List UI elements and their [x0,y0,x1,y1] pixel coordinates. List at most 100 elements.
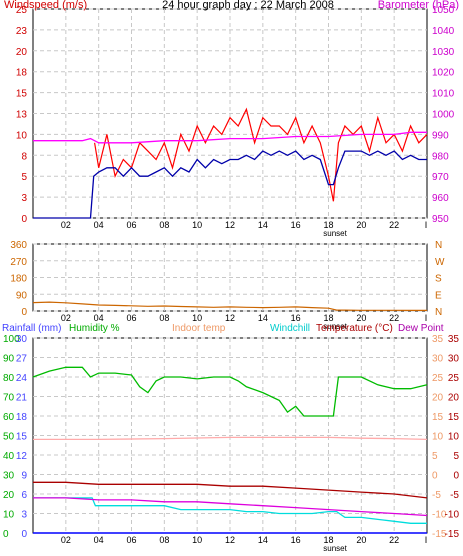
rainfall-tick-label: 0 [21,529,27,540]
temp-tick-label-outer: 25 [448,373,460,384]
humidity-tick-label: 0 [3,529,9,540]
temp-tick-label: 20 [432,393,444,404]
y2-tick-label: 1010 [432,89,455,100]
temp-tick-label-outer: 20 [448,393,460,404]
temp-tick-label: 5 [432,451,438,462]
temp-tick-label: 25 [432,373,444,384]
x-tick-end: I [425,220,428,230]
x-tick-label: 10 [192,535,202,545]
y-tick-label: 10 [16,130,28,141]
y-tick-label: 25 [16,5,28,16]
x-tick-label: 16 [291,220,301,230]
rainfall-tick-label: 21 [16,393,28,404]
rainfall-tick-label: 6 [21,490,27,501]
x-tick-label: 04 [94,535,104,545]
humidity-tick-label: 30 [3,471,15,482]
rainfall-tick-label: 15 [16,432,28,443]
y2-tick-label: 1000 [432,110,455,121]
x-tick-label: 04 [94,220,104,230]
x-tick-label: 20 [356,313,366,323]
series-line-humidity- [32,366,428,417]
legend-item: Dew Point [398,323,444,334]
series-line-indoor-temp [33,436,428,441]
temp-tick-label: 30 [432,354,444,365]
humidity-tick-label: 50 [3,432,15,443]
sunset-annotation: sunset [323,229,347,238]
x-tick-label: 20 [356,220,366,230]
x-tick-label: 02 [61,220,71,230]
x-tick-end: I [425,535,428,545]
x-tick-label: 16 [291,535,301,545]
x-tick-label: 20 [356,535,366,545]
x-tick-label: 08 [159,220,169,230]
temp-tick-label-outer: 5 [453,451,459,462]
compass-tick-label: E [435,290,442,301]
y-tick-label: 90 [16,290,28,301]
y2-tick-label: 1040 [432,26,455,37]
rainfall-tick-label: 9 [21,471,27,482]
temp-tick-label: -10 [432,510,447,521]
temp-tick-label-outer: -10 [445,510,460,521]
x-tick-label: 16 [291,313,301,323]
rainfall-tick-label: 27 [16,354,28,365]
x-tick-label: 02 [61,535,71,545]
y-axis-title: Windspeed (m/s) [4,0,87,11]
compass-tick-label: S [435,274,442,285]
compass-tick-label: W [435,257,445,268]
temp-tick-label-outer: 0 [453,471,459,482]
y-tick-label: 0 [21,214,27,225]
y-tick-label: 0 [21,307,27,318]
y-tick-label: 8 [21,151,27,162]
x-tick-label: 22 [389,220,399,230]
x-tick-label: 14 [258,220,268,230]
humidity-tick-label: 70 [3,393,15,404]
y-tick-label: 360 [10,240,27,251]
x-tick-label: 18 [323,535,333,545]
series-line-windspeed-gust [94,107,428,202]
y2-tick-label: 1030 [432,47,455,58]
rainfall-tick-label: 18 [16,412,28,423]
rainfall-tick-label: 12 [16,451,28,462]
x-tick-label: 18 [323,220,333,230]
temp-tick-label: -15 [432,529,447,540]
sunset-annotation: sunset [323,544,347,553]
x-tick-label: 10 [192,220,202,230]
temp-tick-label-outer: 10 [448,432,460,443]
rainfall-tick-label: 30 [16,334,28,345]
x-tick-label: 08 [159,313,169,323]
y2-tick-label: 980 [432,151,449,162]
y-tick-label: 23 [16,26,28,37]
y2-tick-label: 990 [432,130,449,141]
x-tick-end: I [425,313,428,323]
y-tick-label: 20 [16,47,28,58]
humidity-tick-label: 20 [3,490,15,501]
y-tick-label: 270 [10,257,27,268]
humidity-tick-label: 100 [3,334,20,345]
humidity-tick-label: 60 [3,412,15,423]
rainfall-tick-label: 3 [21,510,27,521]
y-tick-label: 13 [16,110,28,121]
series-line-barometer [33,131,427,144]
humidity-tick-label: 90 [3,354,15,365]
y-tick-label: 18 [16,68,28,79]
y-tick-label: 15 [16,89,28,100]
x-tick-label: 06 [126,313,136,323]
x-tick-label: 12 [225,313,235,323]
x-tick-label: 22 [389,313,399,323]
humidity-tick-label: 10 [3,510,15,521]
temp-tick-label: 15 [432,412,444,423]
compass-tick-label: N [435,240,442,251]
y2-tick-label: 950 [432,214,449,225]
y2-axis-title: Barometer (hPa) [378,0,459,11]
x-tick-label: 14 [258,535,268,545]
y2-tick-label: 960 [432,193,449,204]
x-tick-label: 04 [94,313,104,323]
temp-tick-label-outer: -15 [445,529,460,540]
rainfall-tick-label: 24 [16,373,28,384]
y-tick-label: 180 [10,274,27,285]
legend-item: Rainfall (mm) [2,323,61,334]
temp-tick-label-outer: 35 [448,334,460,345]
temp-tick-label: 0 [432,471,438,482]
chart-title: 24 hour graph day : 22 March 2008 [162,0,334,11]
